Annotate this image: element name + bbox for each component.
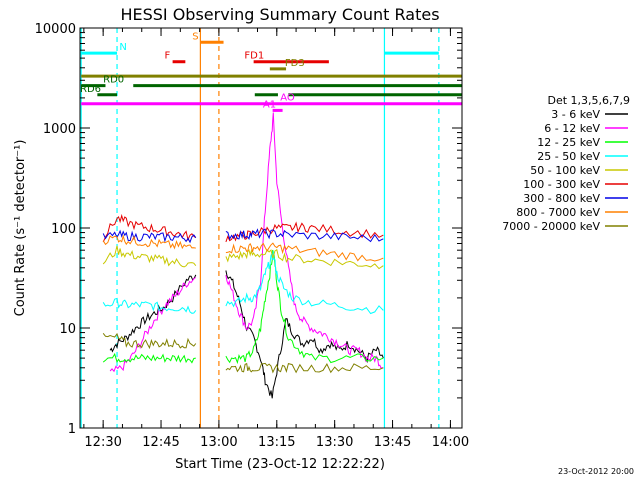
series-line-3	[102, 251, 384, 315]
y-tick-label-1: 10	[59, 322, 76, 337]
y-axis-label: Count Rate (s⁻¹ detector⁻¹)	[13, 140, 28, 317]
x-tick-label-5: 13:45	[374, 435, 411, 450]
footer-timestamp: 23-Oct-2012 20:00	[558, 467, 634, 476]
legend-label-4: 50 - 100 keV	[530, 164, 600, 177]
plot-frame	[79, 27, 463, 429]
interval-label-0: N	[119, 42, 126, 53]
x-axis-label: Start Time (23-Oct-12 12:22:22)	[175, 457, 385, 472]
series-line-5	[102, 213, 384, 243]
x-tick-label-1: 12:45	[142, 435, 179, 450]
x-tick-label-0: 12:30	[84, 435, 121, 450]
interval-label-4: FD3	[285, 58, 305, 69]
legend-label-8: 7000 - 20000 keV	[502, 220, 600, 233]
series-line-1	[109, 112, 384, 373]
series-line-8	[102, 332, 384, 374]
legend-label-1: 6 - 12 keV	[544, 122, 600, 135]
x-tick-label-4: 13:30	[316, 435, 353, 450]
legend-label-6: 300 - 800 keV	[523, 192, 600, 205]
series-line-0	[109, 270, 384, 399]
chart-title: HESSI Observing Summary Count Rates	[120, 5, 439, 24]
x-tick-label-2: 13:00	[200, 435, 237, 450]
legend-header: Det 1,3,5,6,7,9	[547, 94, 630, 107]
interval-label-8: AO	[280, 93, 295, 104]
y-tick-label-2: 100	[51, 222, 76, 237]
interval-label-2: F	[165, 51, 171, 62]
legend-label-3: 25 - 50 keV	[537, 150, 600, 163]
y-tick-label-4: 10000	[35, 22, 76, 37]
legend-label-0: 3 - 6 keV	[551, 108, 600, 121]
y-tick-label-3: 1000	[43, 122, 76, 137]
interval-label-7: RD6	[80, 84, 101, 95]
interval-label-9: A1	[263, 99, 276, 110]
y-tick-label-0: 1	[68, 422, 76, 437]
interval-label-1: S	[192, 31, 198, 42]
legend-label-2: 12 - 25 keV	[537, 136, 600, 149]
legend-label-7: 800 - 7000 keV	[516, 206, 600, 219]
x-tick-label-6: 14:00	[432, 435, 469, 450]
series-line-4	[102, 245, 384, 270]
series-line-7	[102, 234, 384, 262]
series-line-2	[102, 249, 384, 365]
interval-label-3: FD1	[244, 51, 264, 62]
axes: 12:30 12:45 13:00 13:15 13:30 13:45 14:00 1 10 10…	[35, 22, 470, 450]
series-line-6	[102, 228, 384, 244]
x-tick-label-3: 13:15	[258, 435, 295, 450]
legend-label-5: 100 - 300 keV	[523, 178, 600, 191]
interval-label-6: RD0	[103, 75, 124, 86]
